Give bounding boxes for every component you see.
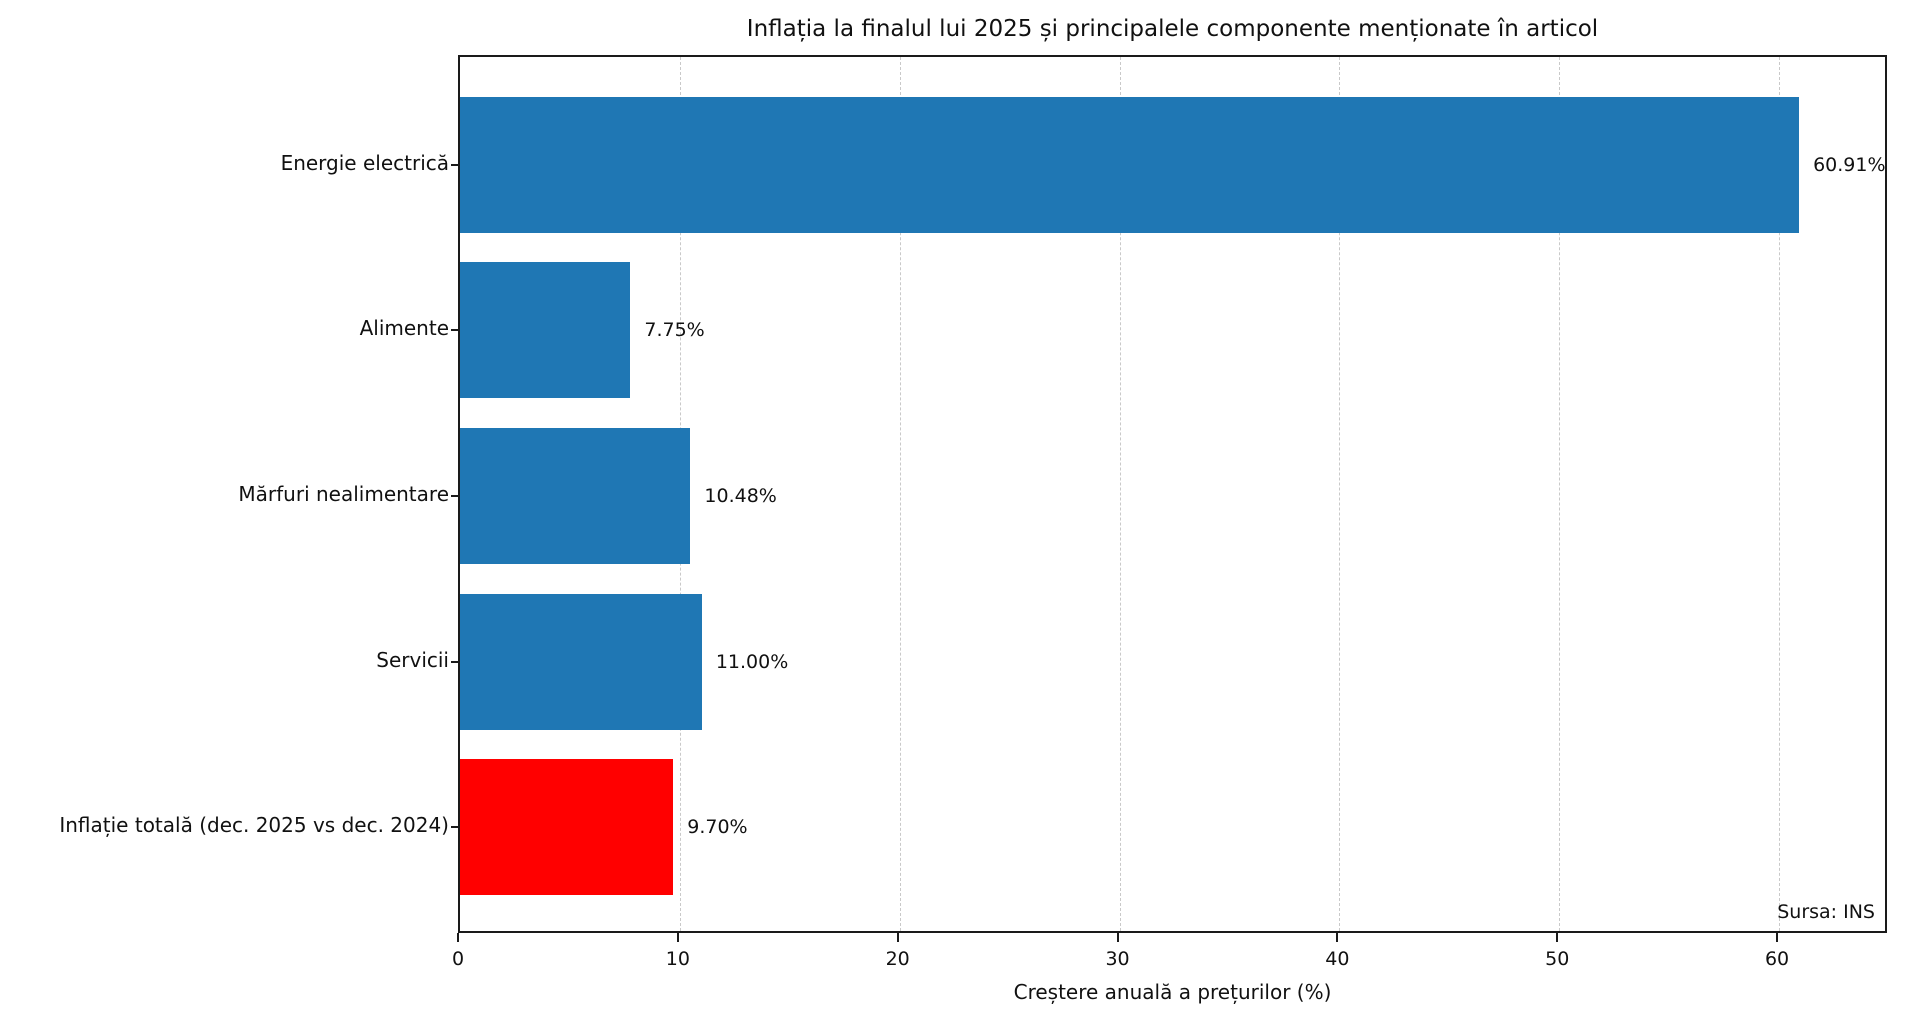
gridline-x-30 bbox=[1119, 57, 1121, 931]
y-tick-mark-0 bbox=[451, 163, 460, 166]
y-category-label-4: Inflație totală (dec. 2025 vs dec. 2024) bbox=[59, 813, 449, 838]
bar-value-label-3: 11.00% bbox=[715, 650, 789, 673]
bar-4 bbox=[460, 759, 674, 896]
x-tick-mark-0 bbox=[457, 933, 459, 942]
x-tick-mark-20 bbox=[896, 933, 899, 942]
x-tick-label-10: 10 bbox=[665, 948, 690, 970]
x-tick-label-60: 60 bbox=[1764, 948, 1790, 970]
bar-value-label-2: 10.48% bbox=[704, 485, 777, 507]
y-tick-mark-3 bbox=[451, 660, 460, 663]
x-tick-label-0: 0 bbox=[451, 948, 465, 970]
bar-value-label-4: 9.70% bbox=[687, 816, 748, 839]
x-tick-label-50: 50 bbox=[1545, 948, 1570, 970]
x-tick-mark-40 bbox=[1336, 933, 1339, 942]
y-tick-mark-2 bbox=[451, 495, 460, 497]
plot-area: 60.91% 7.75% 10.48% 11.00% 9.70% Sursa: INS bbox=[451, 55, 1887, 933]
gridline-x-50 bbox=[1559, 57, 1561, 931]
y-category-label-2: Mărfuri nealimentare bbox=[238, 482, 449, 506]
bar-value-label-1: 7.75% bbox=[644, 319, 705, 342]
x-tick-label-40: 40 bbox=[1325, 948, 1350, 970]
gridline-x-20 bbox=[899, 57, 901, 931]
x-tick-mark-30 bbox=[1116, 933, 1119, 942]
gridline-x-60 bbox=[1779, 57, 1781, 931]
gridline-x-40 bbox=[1339, 57, 1341, 931]
y-tick-mark-4 bbox=[451, 826, 460, 829]
bar-0 bbox=[460, 96, 1800, 233]
x-tick-label-20: 20 bbox=[885, 948, 910, 970]
bar-value-label-0: 60.91% bbox=[1813, 153, 1886, 176]
chart-title: Inflația la finalul lui 2025 și principa… bbox=[746, 16, 1599, 42]
y-category-label-0: Energie electrică bbox=[280, 150, 449, 175]
bar-2 bbox=[460, 428, 691, 564]
x-tick-label-30: 30 bbox=[1105, 948, 1130, 970]
source-note: Sursa: INS bbox=[1777, 901, 1875, 923]
x-axis-label: Creștere anuală a prețurilor (%) bbox=[1013, 980, 1332, 1004]
y-category-label-1: Alimente bbox=[359, 316, 449, 341]
bar-1 bbox=[460, 262, 631, 399]
y-category-label-3: Servicii bbox=[376, 647, 449, 672]
x-tick-mark-60 bbox=[1776, 933, 1779, 942]
x-tick-mark-10 bbox=[676, 933, 679, 942]
x-tick-mark-50 bbox=[1556, 933, 1559, 942]
y-tick-mark-1 bbox=[451, 329, 460, 332]
bar-3 bbox=[460, 593, 702, 730]
